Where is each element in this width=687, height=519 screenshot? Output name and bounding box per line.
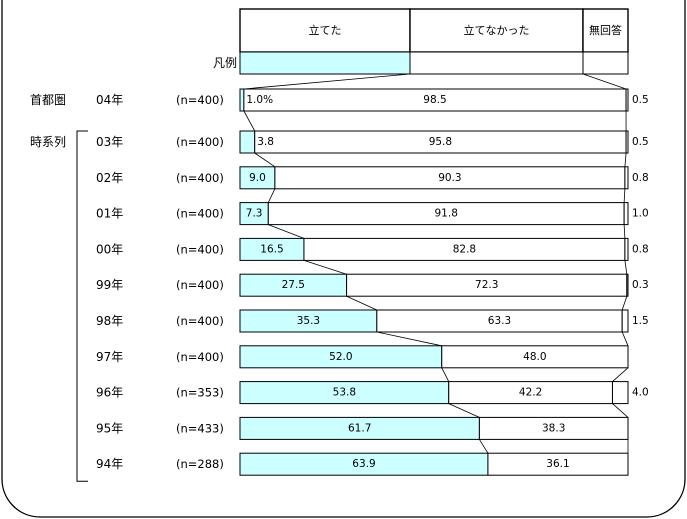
category-label: 99年 bbox=[96, 278, 123, 292]
data-label: 90.3 bbox=[438, 172, 461, 184]
connector-line bbox=[376, 331, 442, 347]
connector-line bbox=[624, 260, 628, 275]
sample-size-label: (n=353) bbox=[176, 386, 224, 400]
group-bracket bbox=[76, 130, 88, 482]
connector-line bbox=[346, 295, 377, 311]
bar-segment-series-2 bbox=[623, 202, 629, 226]
category-label: 03年 bbox=[96, 135, 123, 149]
connector-line bbox=[624, 152, 627, 167]
data-label: 98.5 bbox=[423, 94, 446, 106]
data-label: 36.1 bbox=[546, 458, 569, 470]
category-label: 02年 bbox=[96, 171, 123, 185]
data-label: 0.8 bbox=[632, 172, 649, 184]
bar-segment-series-2 bbox=[625, 130, 629, 154]
category-label: 96年 bbox=[96, 386, 123, 400]
connector-line bbox=[623, 224, 626, 239]
legend-swatch bbox=[239, 51, 411, 75]
data-label: 0.5 bbox=[632, 136, 649, 148]
data-label: 7.3 bbox=[246, 208, 263, 220]
data-label: 35.3 bbox=[297, 315, 320, 327]
data-label: 61.7 bbox=[348, 422, 371, 434]
connector-line bbox=[623, 188, 626, 203]
category-label: 00年 bbox=[96, 242, 123, 256]
data-label: 0.5 bbox=[632, 94, 649, 106]
data-label: 63.9 bbox=[352, 458, 375, 470]
bar-segment-series-2 bbox=[626, 273, 629, 297]
connector-line bbox=[448, 403, 480, 418]
group-label: 首都圏 bbox=[30, 93, 66, 107]
bar-segment-series-2 bbox=[624, 237, 629, 261]
legend-connector-line bbox=[582, 73, 627, 90]
connector-line bbox=[612, 367, 629, 382]
bar-segment-series-2 bbox=[611, 381, 629, 405]
bar-segment-series-1 bbox=[478, 416, 629, 440]
connector-line bbox=[254, 152, 276, 168]
sample-size-label: (n=288) bbox=[176, 457, 224, 471]
sample-size-label: (n=400) bbox=[176, 350, 224, 364]
data-label: 82.8 bbox=[453, 243, 476, 255]
group-label: 時系列 bbox=[30, 135, 66, 149]
category-label: 95年 bbox=[96, 421, 123, 435]
sample-size-label: (n=400) bbox=[176, 207, 224, 221]
legend-title: 凡例 bbox=[213, 56, 237, 70]
legend-series-name: 無回答 bbox=[589, 23, 622, 37]
legend-header-cell bbox=[409, 8, 584, 53]
category-label: 01年 bbox=[96, 207, 123, 221]
legend-series-name: 立てた bbox=[309, 23, 342, 37]
category-label: 04年 bbox=[96, 93, 123, 107]
legend-connector-line bbox=[243, 73, 411, 90]
sample-size-label: (n=400) bbox=[176, 242, 224, 256]
data-label: 1.0 bbox=[632, 208, 649, 220]
sample-size-label: (n=400) bbox=[176, 314, 224, 328]
bar-segment-series-1 bbox=[487, 452, 629, 476]
data-label: 48.0 bbox=[523, 351, 546, 363]
data-label: 4.0 bbox=[632, 387, 649, 399]
connector-line bbox=[441, 367, 450, 382]
category-label: 97年 bbox=[96, 350, 123, 364]
connector-line bbox=[621, 331, 629, 346]
legend-series-name: 立てなかった bbox=[464, 23, 530, 37]
sample-size-label: (n=400) bbox=[176, 93, 224, 107]
bar-segment-series-2 bbox=[625, 88, 629, 112]
connector-line bbox=[303, 260, 347, 275]
bar-segment-series-1 bbox=[441, 345, 629, 369]
connector-line bbox=[267, 188, 276, 203]
bar-segment-series-2 bbox=[621, 309, 629, 333]
data-label: 91.8 bbox=[435, 208, 458, 220]
bar-segment-series-2 bbox=[624, 166, 629, 190]
bar-segment-series-0 bbox=[239, 88, 245, 112]
connector-line bbox=[243, 110, 256, 132]
data-label: 52.0 bbox=[329, 351, 352, 363]
sample-size-label: (n=400) bbox=[176, 135, 224, 149]
data-label: 3.8 bbox=[257, 136, 274, 148]
data-label: 95.8 bbox=[429, 136, 452, 148]
connector-line bbox=[612, 403, 629, 418]
category-label: 98年 bbox=[96, 314, 123, 328]
data-label: 0.8 bbox=[632, 243, 649, 255]
data-label: 42.2 bbox=[519, 387, 542, 399]
sample-size-label: (n=400) bbox=[176, 278, 224, 292]
data-label: 9.0 bbox=[249, 172, 266, 184]
category-label: 94年 bbox=[96, 457, 123, 471]
connector-line bbox=[268, 224, 305, 239]
connector-line bbox=[621, 296, 628, 311]
data-label: 72.3 bbox=[475, 279, 498, 291]
data-label: 63.3 bbox=[488, 315, 511, 327]
sample-size-label: (n=433) bbox=[176, 421, 224, 435]
legend-swatch bbox=[582, 51, 629, 75]
data-label: 1.5 bbox=[632, 315, 649, 327]
data-label: 16.5 bbox=[260, 243, 283, 255]
bar-segment-series-0 bbox=[239, 130, 256, 154]
sample-size-label: (n=400) bbox=[176, 171, 224, 185]
data-label: 38.3 bbox=[542, 422, 565, 434]
data-label: 1.0% bbox=[246, 94, 273, 106]
legend-swatch bbox=[409, 51, 584, 75]
data-label: 53.8 bbox=[333, 387, 356, 399]
data-label: 0.3 bbox=[632, 279, 649, 291]
connector-line bbox=[479, 439, 489, 454]
data-label: 27.5 bbox=[282, 279, 305, 291]
